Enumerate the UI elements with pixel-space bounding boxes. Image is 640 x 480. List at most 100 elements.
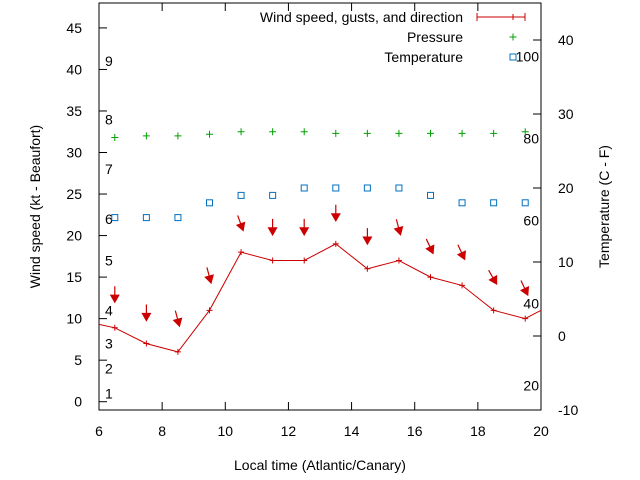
temperature-point — [395, 184, 403, 192]
pressure-point — [269, 128, 277, 136]
wind-direction-arrow — [519, 280, 530, 297]
pressure-point — [363, 129, 371, 137]
fahrenheit-label: 100 — [516, 48, 540, 64]
beaufort-label: 4 — [105, 302, 113, 318]
temperature-point — [174, 214, 182, 222]
y2-tick-label: 0 — [558, 328, 566, 344]
beaufort-label: 3 — [105, 336, 113, 352]
beaufort-label: 8 — [105, 111, 113, 127]
legend-label: Wind speed, gusts, and direction — [260, 9, 463, 25]
x-tick-label: 20 — [533, 423, 549, 439]
pressure-point — [427, 129, 434, 137]
wind-direction-arrow — [235, 215, 246, 232]
y2-tick-label: 20 — [558, 180, 574, 196]
wind-speed-point — [269, 257, 276, 264]
wind-speed-point — [332, 240, 339, 247]
x-tick-label: 10 — [217, 423, 233, 439]
wind-speed-point — [490, 307, 497, 314]
y-tick-label: 35 — [66, 103, 82, 119]
wind-direction-arrow — [141, 304, 152, 322]
wind-speed-point — [174, 348, 181, 355]
wind-speed-point — [459, 282, 466, 289]
pressure-point — [490, 129, 498, 137]
axis-labels: Local time (Atlantic/Canary) Wind speed (… — [27, 125, 612, 473]
temperature-point — [142, 214, 150, 222]
x-axis-title: Local time (Atlantic/Canary) — [234, 457, 406, 473]
temperature-point — [427, 191, 434, 199]
y-tick-label: 10 — [66, 311, 82, 327]
y2-tick-label: 30 — [558, 106, 574, 122]
y-tick-label: 45 — [66, 20, 82, 36]
beaufort-label: 6 — [105, 211, 113, 227]
wind-direction-arrow — [172, 310, 183, 328]
fahrenheit-label: 60 — [523, 213, 539, 229]
x-tick-label: 16 — [407, 423, 423, 439]
wind-direction-arrow — [299, 218, 310, 237]
wind-speed-point — [364, 265, 371, 272]
x-tick-label: 6 — [95, 423, 103, 439]
temperature-point — [363, 184, 371, 192]
y2-tick-label: 40 — [558, 32, 574, 48]
legend-label: Pressure — [407, 29, 463, 45]
wind-speed-point — [522, 315, 529, 322]
y-tick-label: 0 — [74, 394, 82, 410]
temperature-point — [332, 184, 340, 192]
wind-speed-point — [238, 249, 245, 256]
temperature-point — [458, 199, 466, 207]
x-tick-label: 12 — [281, 423, 297, 439]
wind-speed-point — [301, 257, 308, 264]
temperature-point — [490, 199, 498, 207]
temperature-point — [269, 191, 277, 199]
series — [98, 128, 542, 355]
wind-speed-point — [111, 324, 118, 331]
y-axis-title: Wind speed (kt - Beaufort) — [27, 125, 43, 288]
legend-temperature-sample — [509, 53, 517, 61]
wind-direction-arrow — [393, 219, 404, 236]
temperature-point — [237, 191, 245, 199]
wind-speed-point — [206, 307, 213, 314]
legend-label: Temperature — [384, 49, 463, 65]
y2-tick-label: -10 — [558, 402, 578, 418]
legend-wind-sample — [476, 13, 526, 21]
temperature-point — [300, 184, 308, 192]
wind-speed-point — [395, 257, 402, 264]
beaufort-label: 9 — [105, 53, 113, 69]
pressure-point — [300, 128, 308, 136]
y2-tick-label: 10 — [558, 254, 574, 270]
beaufort-label: 2 — [105, 360, 113, 376]
pressure-point — [206, 130, 213, 138]
wind-direction-arrow — [456, 244, 466, 261]
temperature-point — [521, 199, 529, 207]
plot-frame — [98, 2, 542, 411]
y-tick-label: 5 — [74, 352, 82, 368]
pressure-point — [521, 128, 529, 136]
fahrenheit-label: 40 — [523, 295, 539, 311]
wind-speed-line — [98, 243, 542, 353]
pressure-point — [458, 129, 466, 137]
wind-direction-arrow — [267, 218, 278, 237]
temperature-point — [206, 199, 213, 207]
pressure-point — [174, 132, 182, 140]
pressure-point — [395, 129, 403, 137]
y-tick-label: 40 — [66, 61, 82, 77]
pressure-point — [111, 134, 119, 142]
beaufort-label: 7 — [105, 161, 113, 177]
legend-pressure-sample — [509, 33, 517, 41]
temperature-point — [111, 214, 119, 222]
y-tick-label: 15 — [66, 269, 82, 285]
legend: Wind speed, gusts, and direction Pressure… — [260, 9, 526, 65]
axes: 6 8 10 12 14 16 18 20051015202530354045-1001020… — [66, 2, 578, 439]
wind-speed-point — [427, 274, 434, 281]
pressure-point — [142, 132, 150, 140]
fahrenheit-label: 80 — [523, 130, 539, 146]
wind-speed-point — [143, 340, 150, 347]
wind-direction-arrow — [488, 269, 498, 286]
wind-direction-arrow — [330, 204, 341, 223]
wind-direction-arrow — [425, 238, 435, 255]
y-tick-label: 25 — [66, 186, 82, 202]
wind-direction-arrow — [109, 286, 120, 304]
beaufort-label: 1 — [105, 385, 113, 401]
y-tick-label: 20 — [66, 228, 82, 244]
x-tick-label: 8 — [158, 423, 166, 439]
